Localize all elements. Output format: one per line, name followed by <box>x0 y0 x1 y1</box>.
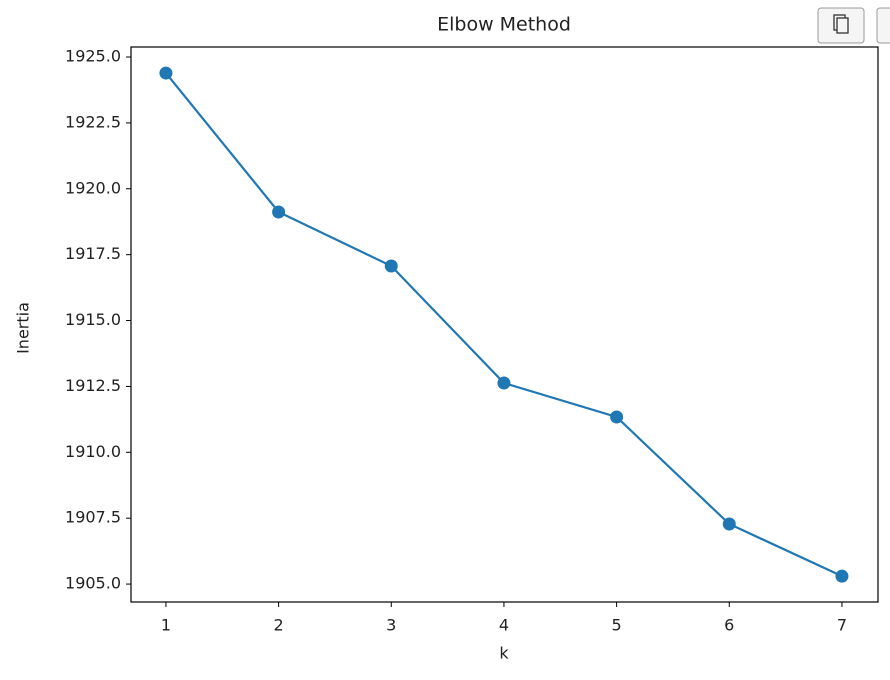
plot-frame <box>130 46 879 603</box>
copy-button[interactable] <box>817 7 865 44</box>
x-axis-label: k <box>499 644 509 663</box>
y-tick-label: 1917.5 <box>65 244 121 263</box>
point <box>835 569 849 583</box>
x-tick-label: 3 <box>386 616 396 635</box>
point <box>610 410 624 424</box>
y-tick-label: 1907.5 <box>65 508 121 527</box>
y-tick-label: 1915.0 <box>65 310 121 329</box>
x-tick-label: 2 <box>274 616 284 635</box>
point <box>722 517 736 531</box>
y-tick-label: 1925.0 <box>65 47 121 66</box>
line <box>165 72 843 578</box>
point <box>159 66 173 80</box>
y-tick-label: 1905.0 <box>65 574 121 593</box>
x-tick-label: 4 <box>499 616 509 635</box>
x-tick-label: 5 <box>612 616 622 635</box>
y-tick-label: 1910.0 <box>65 442 121 461</box>
y-tick-label: 1920.0 <box>65 178 121 197</box>
y-axis-label: Inertia <box>14 302 33 354</box>
x-tick-label: 1 <box>161 616 171 635</box>
point <box>384 259 398 273</box>
x-tick-label: 7 <box>837 616 847 635</box>
x-tick-label: 6 <box>724 616 734 635</box>
point <box>497 376 511 390</box>
y-tick-label: 1922.5 <box>65 112 121 131</box>
y-tick-label: 1912.5 <box>65 376 121 395</box>
point <box>272 205 286 219</box>
chart-title: Elbow Method <box>437 14 571 36</box>
side-button[interactable] <box>876 7 890 44</box>
